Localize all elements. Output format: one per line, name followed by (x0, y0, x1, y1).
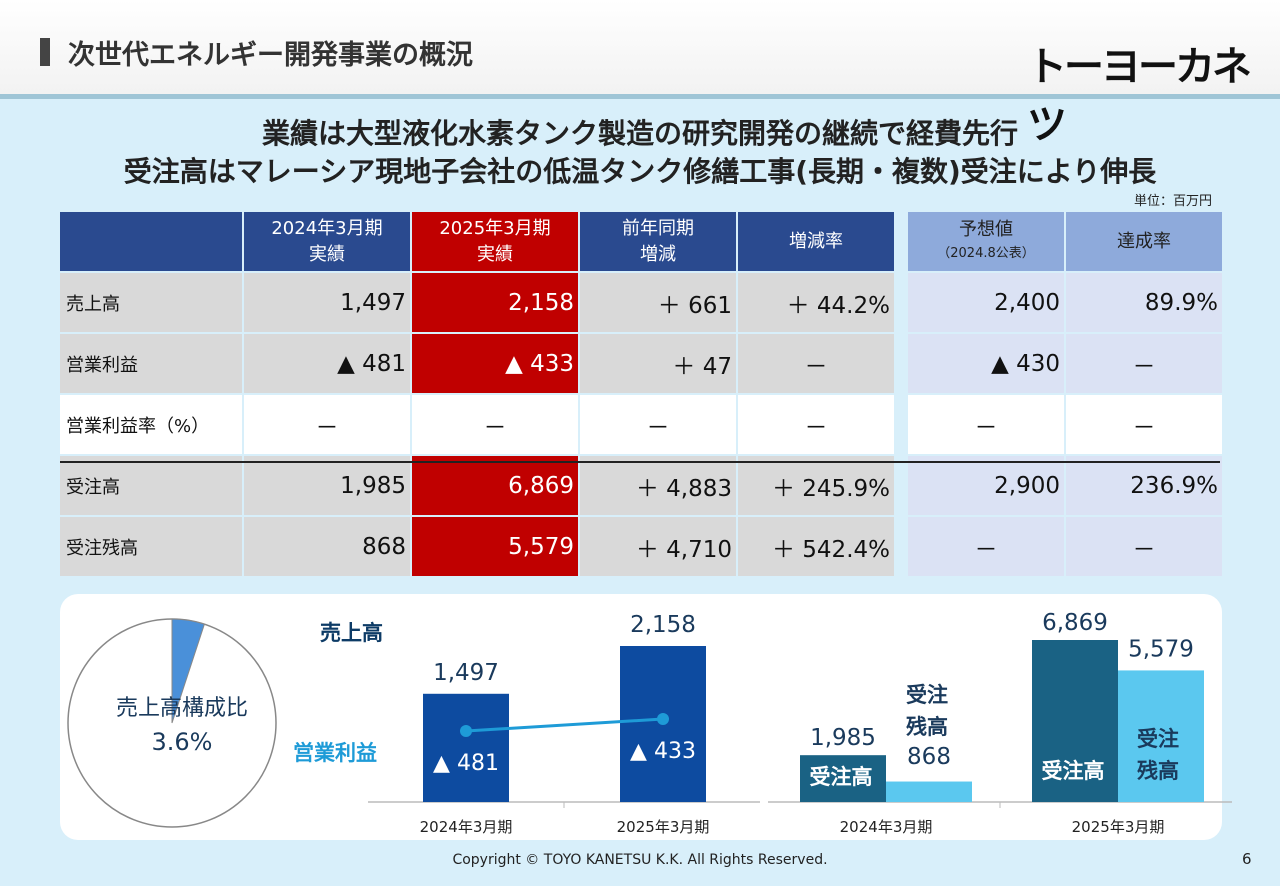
orders-bar-fy2025 (1032, 640, 1118, 802)
copyright: Copyright © TOYO KANETSU K.K. All Rights… (452, 852, 828, 868)
cell-fy2024: 1,985 (244, 456, 410, 515)
cell-fy2025: 6,869 (412, 456, 578, 515)
table-row: 売上高 1,497 2,158 ＋ 661 ＋ 44.2% 2,400 89.9… (60, 273, 1222, 332)
headline-line-2: 受注高はマレーシア現地子会社の低温タンク修繕工事(長期・複数)受注により伸長 (123, 155, 1157, 188)
backlog-bar-fy2025 (1118, 670, 1204, 802)
cell-yoy: ＋ 47 (580, 334, 736, 393)
slide-title: 次世代エネルギー開発事業の概況 (68, 40, 473, 71)
cell-rate: ＋ 245.9% (738, 456, 894, 515)
cell-fy2025: 2,158 (412, 273, 578, 332)
sales-bar-fy2024 (423, 693, 509, 802)
cell-achieve: － (1066, 395, 1222, 454)
cell-fy2024: － (244, 395, 410, 454)
pie-value: 3.6% (152, 728, 213, 756)
header-fy2025: 2025年3月期 実績 (412, 212, 578, 271)
table-row: 受注高 1,985 6,869 ＋ 4,883 ＋ 245.9% 2,900 2… (60, 456, 1222, 515)
cell-fy2025: － (412, 395, 578, 454)
title-marker (40, 38, 50, 66)
cell-yoy: ＋ 4,710 (580, 517, 736, 576)
orders-value-fy2024: 1,985 (810, 725, 876, 751)
unit-label: 単位：百万円 (1133, 194, 1212, 209)
row-label: 営業利益率（%） (60, 395, 242, 454)
results-table: 2024年3月期 実績 2025年3月期 実績 前年同期 増減 増減率 予想値 （202… (58, 210, 1224, 578)
op-profit-point-fy2024 (460, 725, 472, 737)
header-fy2024: 2024年3月期 実績 (244, 212, 410, 271)
cell-forecast: ▲ 430 (908, 334, 1064, 393)
cell-achieve: － (1066, 517, 1222, 576)
backlog-value-fy2025: 5,579 (1128, 636, 1194, 662)
pie-label: 売上高構成比 (116, 696, 248, 721)
op-profit-label-fy2024: ▲ 481 (433, 751, 499, 776)
cell-yoy: ＋ 4,883 (580, 456, 736, 515)
backlog-inline-fy2024-line2: 残高 (906, 715, 948, 739)
backlog-inline-fy2024-line1: 受注 (906, 683, 948, 707)
backlog-inline-fy2025-line2: 残高 (1137, 759, 1179, 783)
company-logo: トーヨーカネツ (1027, 44, 1252, 148)
sales-value-fy2025: 2,158 (630, 612, 696, 638)
backlog-bar-fy2024 (886, 781, 972, 802)
header-forecast: 予想値 （2024.8公表） (908, 212, 1064, 271)
orders-value-fy2025: 6,869 (1042, 610, 1108, 636)
cell-rate: － (738, 395, 894, 454)
cell-rate: ＋ 44.2% (738, 273, 894, 332)
cell-fy2024: 868 (244, 517, 410, 576)
table-header-row: 2024年3月期 実績 2025年3月期 実績 前年同期 増減 増減率 予想値 （202… (60, 212, 1222, 271)
row-label: 売上高 (60, 273, 242, 332)
sales-cat-fy2024: 2024年3月期 (420, 818, 513, 836)
legend-sales: 売上高 (320, 621, 383, 645)
row-label: 受注高 (60, 456, 242, 515)
cell-forecast: － (908, 517, 1064, 576)
header-blank (60, 212, 242, 271)
table-divider (60, 461, 1220, 463)
cell-yoy: － (580, 395, 736, 454)
sales-cat-fy2025: 2025年3月期 (617, 818, 710, 836)
cell-forecast: 2,900 (908, 456, 1064, 515)
pie-slice (171, 618, 206, 724)
cell-forecast: － (908, 395, 1064, 454)
backlog-inline-fy2025-line1: 受注 (1137, 727, 1179, 751)
cell-yoy: ＋ 661 (580, 273, 736, 332)
orders-bar-fy2024 (800, 755, 886, 802)
backlog-value-fy2024: 868 (907, 744, 951, 770)
orders-inline-fy2025: 受注高 (1042, 759, 1105, 783)
headline-line-1: 業績は大型液化水素タンク製造の研究開発の継続で経費先行 (261, 117, 1018, 150)
sales-value-fy2024: 1,497 (433, 660, 499, 686)
cell-fy2025: ▲ 433 (412, 334, 578, 393)
cell-achieve: － (1066, 334, 1222, 393)
op-profit-line (465, 717, 664, 733)
cell-fy2025: 5,579 (412, 517, 578, 576)
cell-achieve: 236.9% (1066, 456, 1222, 515)
cell-achieve: 89.9% (1066, 273, 1222, 332)
row-label: 受注残高 (60, 517, 242, 576)
page-number: 6 (1242, 850, 1252, 868)
table-row: 受注残高 868 5,579 ＋ 4,710 ＋ 542.4% － － (60, 517, 1222, 576)
op-profit-label-fy2025: ▲ 433 (630, 739, 696, 764)
row-label: 営業利益 (60, 334, 242, 393)
cell-rate: ＋ 542.4% (738, 517, 894, 576)
cell-forecast: 2,400 (908, 273, 1064, 332)
header-rate: 増減率 (738, 212, 894, 271)
cell-fy2024: ▲ 481 (244, 334, 410, 393)
orders-cat-fy2024: 2024年3月期 (840, 818, 933, 836)
slide-header: 次世代エネルギー開発事業の概況 トーヨーカネツ (0, 0, 1280, 148)
orders-inline-fy2024: 受注高 (810, 765, 873, 789)
orders-cat-fy2025: 2025年3月期 (1072, 818, 1165, 836)
header-achieve: 達成率 (1066, 212, 1222, 271)
table-row: 営業利益 ▲ 481 ▲ 433 ＋ 47 － ▲ 430 － (60, 334, 1222, 393)
table-row: 営業利益率（%） － － － － － － (60, 395, 1222, 454)
op-profit-point-fy2025 (657, 713, 669, 725)
header-yoy: 前年同期 増減 (580, 212, 736, 271)
legend-op-profit: 営業利益 (293, 741, 377, 765)
cell-fy2024: 1,497 (244, 273, 410, 332)
cell-rate: － (738, 334, 894, 393)
